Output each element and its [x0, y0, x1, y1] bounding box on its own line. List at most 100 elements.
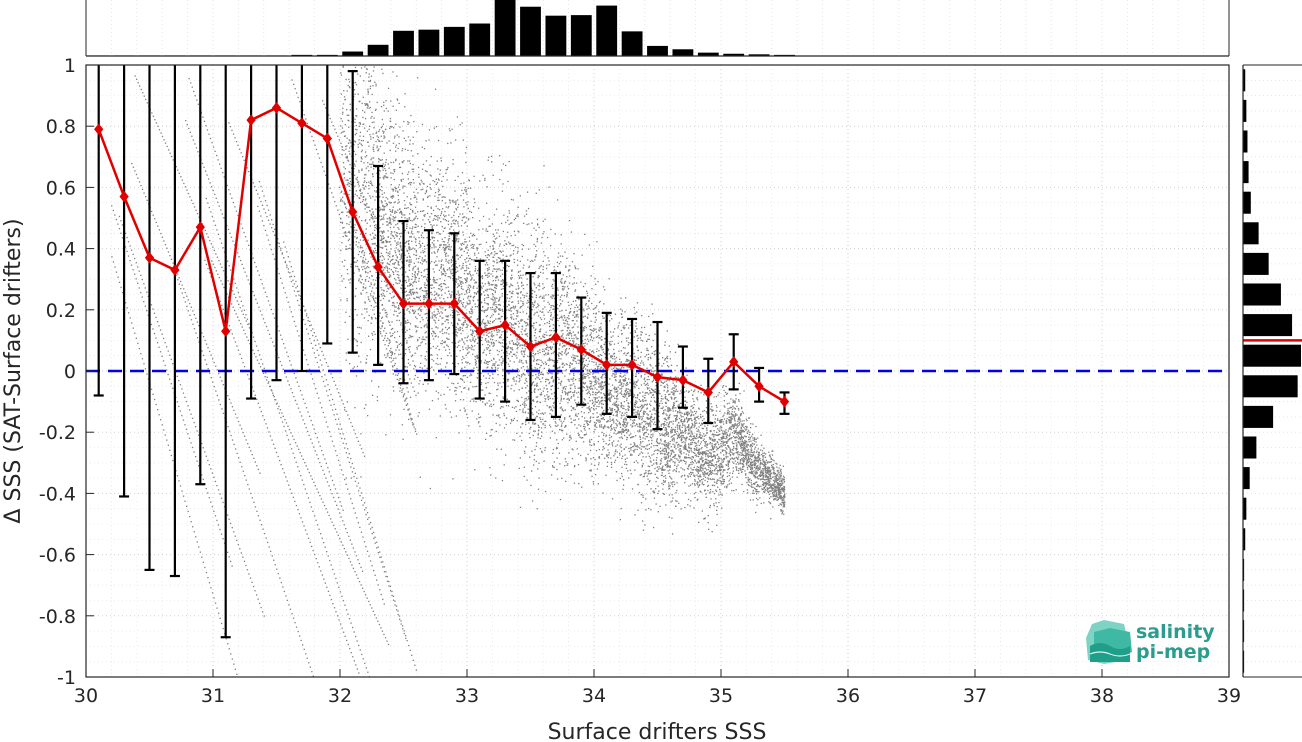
- scatter-point: [390, 202, 392, 204]
- scatter-point: [664, 464, 666, 466]
- scatter-point: [461, 242, 464, 244]
- scatter-point: [423, 326, 425, 328]
- scatter-point: [437, 231, 439, 233]
- scatter-point: [418, 173, 420, 175]
- scatter-point: [705, 452, 707, 454]
- scatter-point: [661, 452, 663, 455]
- scatter-point: [668, 393, 670, 396]
- scatter-point: [651, 352, 653, 354]
- scatter-point: [529, 456, 531, 458]
- scatter-point: [487, 276, 489, 278]
- main-plot: 30 31 32 33 34 35 36 37 38 39 -1-0.8-0.6-0.4-0.20…: [39, 55, 1241, 707]
- scatter-point: [573, 373, 575, 375]
- scatter-point: [777, 474, 779, 476]
- scatter-point: [448, 259, 450, 262]
- scatter-point: [639, 438, 642, 440]
- scatter-point: [566, 343, 568, 346]
- scatter-point: [547, 391, 549, 393]
- scatter-point: [474, 252, 476, 254]
- scatter-point: [732, 461, 734, 463]
- scatter-point: [620, 392, 622, 394]
- scatter-point: [420, 327, 422, 329]
- scatter-point: [737, 461, 739, 464]
- scatter-point: [554, 432, 556, 434]
- scatter-point: [740, 428, 742, 430]
- scatter-point: [437, 188, 440, 190]
- scatter-point: [506, 309, 508, 311]
- scatter-point: [452, 278, 454, 280]
- scatter-point: [502, 375, 504, 377]
- scatter-point: [523, 264, 525, 266]
- scatter-point: [690, 414, 693, 416]
- scatter-point: [625, 416, 628, 418]
- scatter-point: [440, 342, 442, 345]
- scatter-point: [564, 281, 566, 283]
- top-histogram-bar: [469, 23, 491, 56]
- scatter-point: [535, 306, 537, 309]
- scatter-point: [497, 415, 499, 417]
- scatter-point: [647, 465, 649, 467]
- scatter-point: [413, 120, 415, 123]
- scatter-point: [694, 469, 696, 471]
- scatter-point: [488, 341, 490, 343]
- scatter-point: [602, 417, 604, 419]
- scatter-point: [771, 484, 774, 486]
- scatter-point: [561, 439, 563, 441]
- scatter-point: [433, 240, 435, 242]
- scatter-point: [690, 418, 692, 420]
- scatter-point: [687, 419, 690, 421]
- scatter-point: [441, 274, 443, 276]
- scatter-point: [443, 346, 445, 348]
- scatter-point: [683, 418, 686, 420]
- scatter-point: [519, 345, 521, 347]
- scatter-point: [761, 444, 763, 446]
- scatter-point: [487, 296, 490, 299]
- scatter-point: [540, 413, 542, 415]
- scatter-point: [608, 400, 611, 402]
- scatter-point: [469, 437, 471, 439]
- scatter-point: [670, 432, 672, 434]
- scatter-point: [640, 502, 643, 504]
- scatter-point: [690, 389, 693, 391]
- scatter-point: [700, 469, 702, 471]
- scatter-point: [610, 457, 612, 459]
- scatter-point: [698, 418, 700, 420]
- scatter-point: [374, 227, 376, 229]
- scatter-point: [389, 351, 392, 353]
- scatter-point: [705, 455, 707, 457]
- scatter-point: [409, 227, 411, 229]
- scatter-point: [616, 411, 619, 413]
- scatter-point: [564, 390, 566, 393]
- scatter-point: [457, 175, 459, 178]
- scatter-point: [740, 436, 742, 438]
- scatter-point: [751, 492, 754, 494]
- scatter-point: [652, 313, 654, 315]
- scatter-point: [392, 291, 394, 293]
- scatter-point: [458, 265, 461, 267]
- scatter-point: [387, 87, 390, 89]
- scatter-point: [698, 451, 700, 453]
- scatter-point: [663, 413, 665, 415]
- scatter-point: [691, 405, 693, 407]
- scatter-point: [604, 357, 607, 359]
- scatter-point: [750, 459, 753, 461]
- scatter-point: [449, 352, 451, 354]
- scatter-point: [647, 470, 649, 472]
- scatter-point: [697, 478, 700, 480]
- scatter-point: [416, 346, 418, 349]
- scatter-point: [633, 442, 635, 444]
- scatter-point: [494, 298, 496, 300]
- scatter-point: [439, 246, 441, 248]
- scatter-point: [642, 452, 644, 454]
- scatter-point: [679, 448, 682, 450]
- scatter-point: [482, 389, 484, 391]
- scatter-point: [778, 488, 781, 490]
- scatter-point: [398, 238, 401, 240]
- scatter-point: [689, 447, 691, 449]
- scatter-point: [552, 287, 554, 289]
- scatter-point: [728, 413, 731, 415]
- scatter-point: [434, 195, 436, 197]
- scatter-point: [650, 430, 652, 433]
- scatter-point: [493, 357, 495, 360]
- scatter-point: [673, 451, 675, 454]
